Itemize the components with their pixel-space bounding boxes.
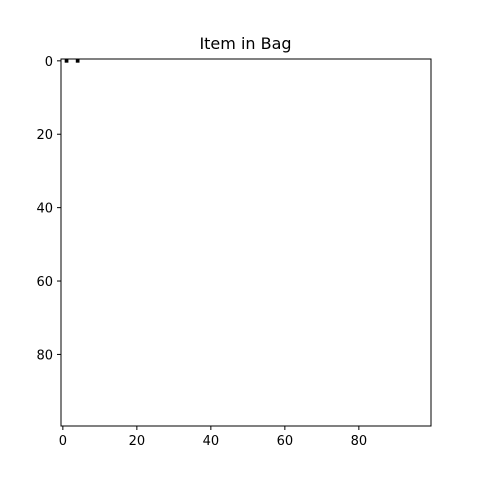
heatmap-cell-1 bbox=[75, 59, 80, 63]
x-tick-label-1: 20 bbox=[129, 434, 146, 449]
x-tick-label-3: 60 bbox=[277, 434, 294, 449]
x-tick-label-4: 80 bbox=[351, 434, 368, 449]
y-tick-label-3: 60 bbox=[36, 275, 53, 290]
x-tick-label-2: 40 bbox=[203, 434, 220, 449]
heatmap-background bbox=[61, 59, 431, 426]
y-tick-label-0: 0 bbox=[45, 55, 53, 70]
x-tick-label-0: 0 bbox=[59, 434, 67, 449]
y-tick-label-1: 20 bbox=[36, 128, 53, 143]
heatmap-cell-0 bbox=[64, 59, 69, 63]
plot-frame bbox=[60, 58, 432, 427]
y-axis: 0 20 40 60 80 bbox=[36, 55, 61, 363]
x-axis: 0 20 40 60 80 bbox=[59, 426, 367, 449]
heatmap-cells bbox=[61, 59, 431, 426]
chart-title: Item in Bag bbox=[199, 34, 291, 53]
y-tick-label-2: 40 bbox=[36, 202, 53, 217]
y-tick-label-4: 80 bbox=[36, 348, 53, 363]
